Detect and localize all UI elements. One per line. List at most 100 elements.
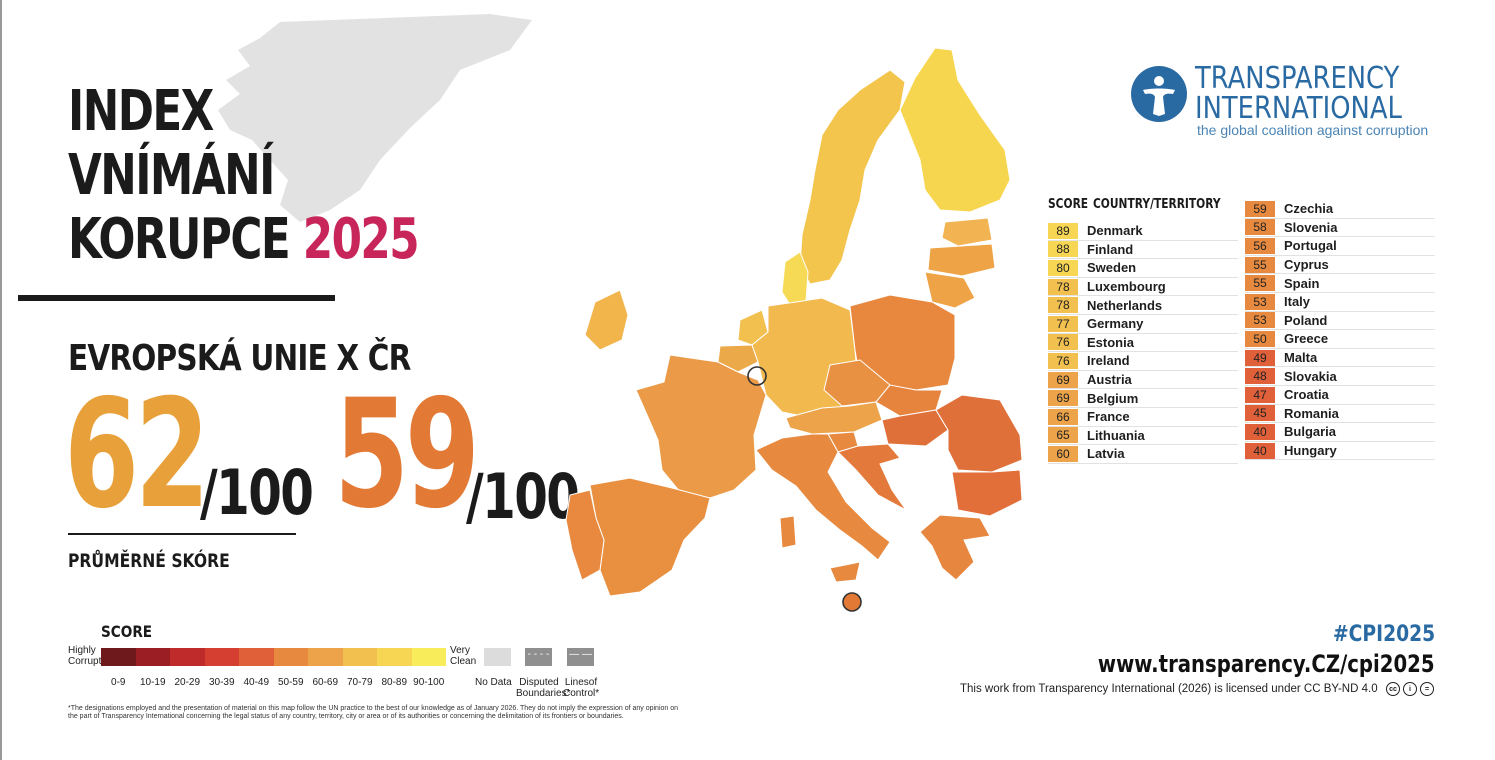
legend-range-label: 70-79	[346, 677, 373, 688]
legend-color-segment	[342, 648, 377, 666]
row-score: 55	[1245, 256, 1275, 273]
row-country: Estonia	[1087, 334, 1134, 350]
row-score: 47	[1245, 386, 1275, 403]
eu-score-denominator: /100	[200, 456, 314, 529]
legend-color-scale	[101, 648, 446, 666]
license-text: This work from Transparency Internationa…	[960, 683, 1378, 695]
luxembourg-marker	[747, 366, 767, 386]
table-row: 76 Ireland	[1048, 352, 1238, 371]
row-country: Poland	[1284, 312, 1328, 328]
table-header-country: COUNTRY/TERRITORY	[1092, 197, 1221, 212]
table-row: 50 Greece	[1245, 330, 1435, 349]
row-score: 45	[1245, 405, 1275, 422]
row-country: Denmark	[1087, 223, 1143, 239]
row-score: 69	[1048, 371, 1078, 388]
row-country: France	[1087, 409, 1130, 425]
country-belgium	[717, 344, 759, 373]
table-row: 40 Bulgaria	[1245, 423, 1435, 442]
country-ireland	[584, 289, 629, 351]
row-country: Cyprus	[1284, 257, 1329, 273]
country-italy	[755, 433, 891, 561]
title-line-1: INDEX	[68, 79, 214, 144]
row-country: Czechia	[1284, 201, 1334, 217]
country-croatia	[837, 443, 907, 511]
row-score: 66	[1048, 408, 1078, 425]
row-score: 59	[1245, 200, 1275, 217]
row-score: 60	[1048, 445, 1078, 462]
legend-color-segment	[377, 648, 412, 666]
legend-range-label: 80-89	[381, 677, 408, 688]
table-row: 78 Netherlands	[1048, 296, 1238, 315]
country-france	[635, 354, 767, 499]
row-country: Romania	[1284, 405, 1339, 421]
row-country: Greece	[1284, 331, 1329, 347]
row-score: 78	[1048, 297, 1078, 314]
average-score-label: PRŮMĚRNÉ SKÓRE	[68, 550, 230, 572]
transparency-logo-icon	[1131, 66, 1187, 122]
row-country: Belgium	[1087, 390, 1139, 406]
legend-range-label: 40-49	[243, 677, 270, 688]
table-header: SCORE COUNTRY/TERRITORY	[1048, 197, 1225, 212]
row-score: 89	[1048, 222, 1078, 239]
legend-color-segment	[170, 648, 205, 666]
table-row: 40 Hungary	[1245, 442, 1435, 461]
legend-range-labels: 0-9 10-19 20-29 30-39 40-49 50-59 60-69 70-79 80…	[101, 677, 446, 688]
legend-color-segment	[411, 648, 446, 666]
legend-high-label: Very Clean	[450, 645, 477, 667]
legend-range-label: 50-59	[277, 677, 304, 688]
legend-range-label: 30-39	[208, 677, 235, 688]
country-italy-sicily	[829, 561, 861, 583]
row-score: 40	[1245, 423, 1275, 440]
row-country: Bulgaria	[1284, 424, 1337, 440]
score-divider	[68, 533, 296, 535]
greenland-silhouette	[218, 14, 532, 222]
legend-range-label: 20-29	[174, 677, 201, 688]
table-row: 69 Austria	[1048, 371, 1238, 390]
table-row: 88 Finland	[1048, 241, 1238, 260]
row-country: Latvia	[1087, 446, 1125, 462]
country-sweden	[799, 69, 906, 285]
table-row: 56 Portugal	[1245, 237, 1435, 256]
logo-name: TRANSPARENCY INTERNATIONAL	[1195, 64, 1402, 124]
country-bulgaria	[951, 469, 1023, 517]
lines-of-control-swatch: — —	[567, 648, 594, 666]
row-score: 88	[1048, 241, 1078, 258]
row-country: Lithuania	[1087, 427, 1145, 443]
country-latvia	[927, 243, 996, 277]
table-row: 65 Lithuania	[1048, 427, 1238, 446]
legend-low-label: Highly Corrupt	[68, 645, 102, 667]
table-row: 60 Latvia	[1048, 445, 1238, 464]
website-url[interactable]: www.transparency.CZ/cpi2025	[1098, 650, 1435, 678]
country-italy-sardinia	[779, 515, 797, 549]
row-score: 76	[1048, 334, 1078, 351]
nd-icon: =	[1420, 682, 1434, 696]
row-score: 76	[1048, 352, 1078, 369]
legend-color-segment	[135, 648, 170, 666]
country-romania	[935, 394, 1023, 473]
logo-name-line-2: INTERNATIONAL	[1195, 91, 1402, 126]
row-score: 65	[1048, 427, 1078, 444]
page-title: INDEX VNÍMÁNÍ KORUPCE 2025	[68, 79, 420, 272]
table-row: 66 France	[1048, 408, 1238, 427]
legend-range-label: 10-19	[139, 677, 166, 688]
table-row: 55 Cyprus	[1245, 256, 1435, 275]
table-row: 48 Slovakia	[1245, 367, 1435, 386]
country-hungary	[881, 409, 949, 447]
eu-score-value: 62	[64, 368, 210, 542]
logo-tagline: the global coalition against corruption	[1197, 122, 1429, 138]
legend-range-label: 0-9	[111, 677, 126, 688]
table-row: 58 Slovenia	[1245, 219, 1435, 238]
logo-name-line-1: TRANSPARENCY	[1195, 61, 1400, 96]
cz-score-denominator: /100	[466, 460, 580, 533]
row-country: Slovenia	[1284, 219, 1338, 235]
title-divider	[18, 295, 335, 301]
row-score: 56	[1245, 237, 1275, 254]
country-lithuania	[924, 271, 976, 309]
legend-range-label: 60-69	[312, 677, 339, 688]
table-row: 53 Italy	[1245, 293, 1435, 312]
legend-color-segment	[273, 648, 308, 666]
row-country: Hungary	[1284, 443, 1337, 459]
row-country: Croatia	[1284, 387, 1329, 403]
country-finland	[899, 47, 1011, 213]
table-row: 47 Croatia	[1245, 386, 1435, 405]
